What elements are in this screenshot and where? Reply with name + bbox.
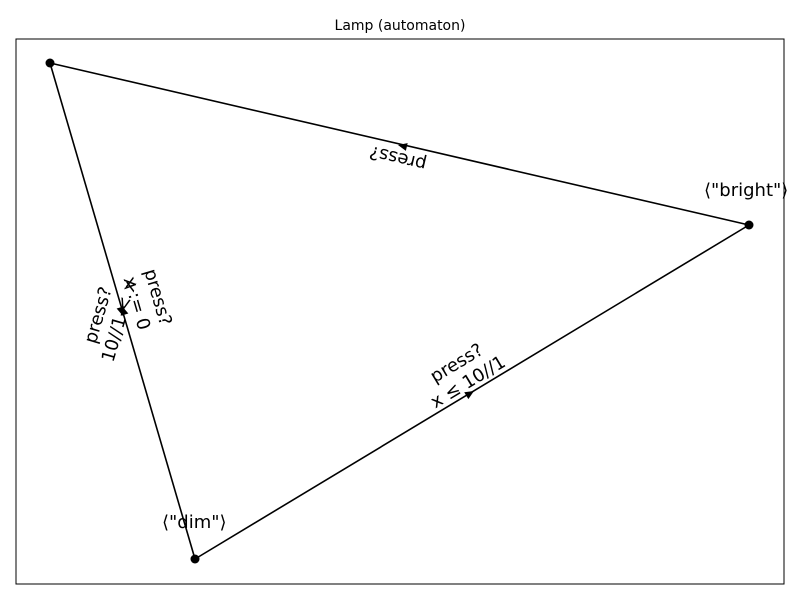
state-label-dim: ⟨"dim"⟩ (162, 512, 227, 533)
diagram-title: Lamp (automaton) (335, 18, 466, 34)
transition-label-dim-to-bright: press? x ≤ 10//1 (427, 340, 510, 413)
plot-frame (15, 38, 785, 585)
arrowhead-top-to-dim (116, 306, 125, 316)
edge-labels: press? press? x ≤ 10//1 press? 10//1 < x… (80, 141, 510, 413)
transition-label-bright-to-top: press? (367, 141, 428, 175)
arrowhead-dim-to-bright (464, 391, 474, 400)
state-node-dim (190, 554, 200, 564)
state-node-top (45, 58, 55, 68)
state-node-bright (744, 220, 754, 230)
edges (49, 62, 750, 560)
transition-edge-bright-to-top (49, 62, 750, 226)
states (45, 58, 754, 564)
arrowhead-bright-to-top (398, 143, 408, 151)
transition-label-line: press? (367, 141, 428, 175)
state-label-bright: ⟨"bright"⟩ (704, 180, 788, 201)
